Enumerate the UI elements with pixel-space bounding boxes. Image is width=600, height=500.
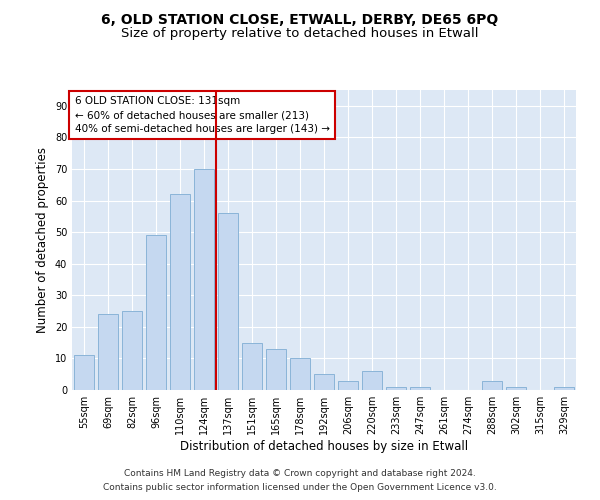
Bar [314,374,334,390]
Bar [170,194,190,390]
Text: Contains public sector information licensed under the Open Government Licence v3: Contains public sector information licen… [103,484,497,492]
Bar [242,342,262,390]
Bar [554,387,574,390]
Bar [386,387,406,390]
Bar [266,349,286,390]
Y-axis label: Number of detached properties: Number of detached properties [36,147,49,333]
Bar [98,314,118,390]
Bar [146,236,166,390]
Bar [74,356,94,390]
Bar [194,169,214,390]
Bar [482,380,502,390]
Text: Contains HM Land Registry data © Crown copyright and database right 2024.: Contains HM Land Registry data © Crown c… [124,468,476,477]
Bar [506,387,526,390]
Bar [218,213,238,390]
Bar [338,380,358,390]
Bar [362,371,382,390]
Bar [410,387,430,390]
X-axis label: Distribution of detached houses by size in Etwall: Distribution of detached houses by size … [180,440,468,453]
Text: 6, OLD STATION CLOSE, ETWALL, DERBY, DE65 6PQ: 6, OLD STATION CLOSE, ETWALL, DERBY, DE6… [101,12,499,26]
Bar [290,358,310,390]
Text: Size of property relative to detached houses in Etwall: Size of property relative to detached ho… [121,28,479,40]
Bar [122,311,142,390]
Text: 6 OLD STATION CLOSE: 131sqm
← 60% of detached houses are smaller (213)
40% of se: 6 OLD STATION CLOSE: 131sqm ← 60% of det… [74,96,329,134]
